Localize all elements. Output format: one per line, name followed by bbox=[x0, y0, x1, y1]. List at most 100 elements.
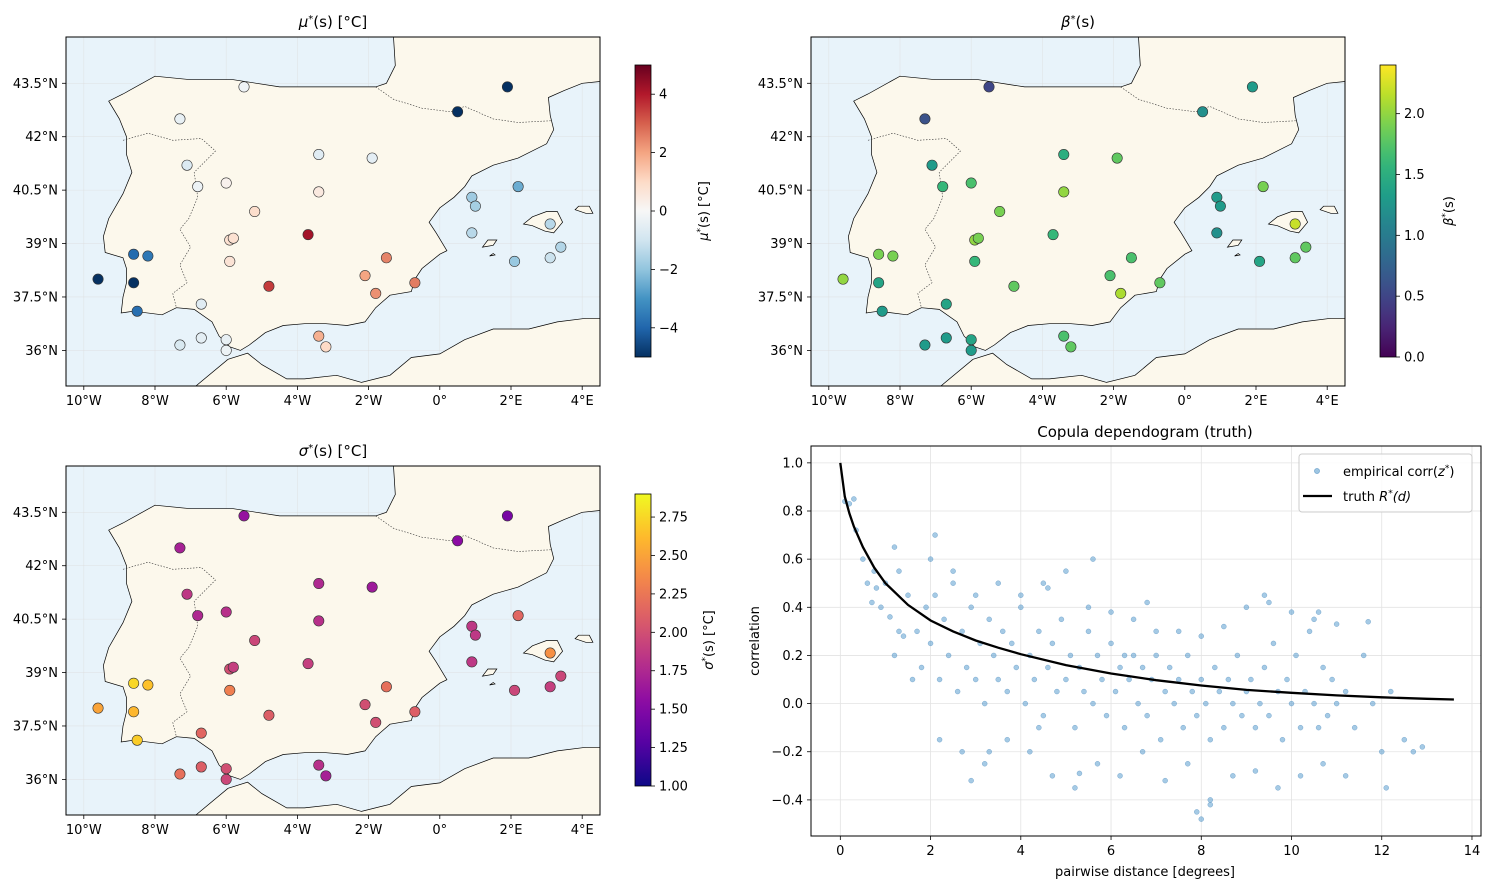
scatter-point bbox=[1230, 700, 1236, 707]
scatter-point bbox=[1383, 785, 1390, 791]
scatter-point bbox=[1329, 676, 1335, 683]
colorbar-label: σ*(s) [°C] bbox=[701, 610, 717, 670]
colorbar-tick-label: −4 bbox=[659, 321, 678, 336]
scatter-point bbox=[932, 532, 938, 538]
station-point bbox=[238, 510, 250, 522]
scatter-point bbox=[1261, 664, 1268, 671]
scatter-point bbox=[1194, 712, 1200, 719]
station-point bbox=[544, 252, 556, 264]
station-point bbox=[128, 706, 140, 718]
scatter-point bbox=[887, 614, 893, 620]
dependogram-title: Copula dependogram (truth) bbox=[1037, 423, 1252, 441]
station-point bbox=[409, 706, 421, 718]
land-island bbox=[481, 668, 498, 677]
station-point bbox=[972, 232, 984, 244]
scatter-point bbox=[1266, 712, 1272, 719]
scatter-point bbox=[905, 592, 911, 599]
station-point bbox=[174, 542, 186, 554]
scatter-point bbox=[1221, 724, 1227, 731]
station-point bbox=[837, 273, 849, 285]
colorbar-tick-label: 2.0 bbox=[1404, 107, 1425, 122]
scatter-point bbox=[1257, 700, 1263, 707]
scatter-point bbox=[1175, 628, 1182, 635]
scatter-point bbox=[1207, 736, 1214, 743]
colorbar-tick-label: 2.00 bbox=[659, 626, 688, 641]
station-point bbox=[1047, 229, 1059, 241]
scatter-point bbox=[1401, 736, 1408, 743]
colorbar-label-rest: (s) [°C] bbox=[697, 181, 712, 228]
scatter-point bbox=[1157, 736, 1164, 743]
station-point bbox=[965, 334, 977, 346]
ytick-label: −0.4 bbox=[771, 793, 803, 808]
station-point bbox=[238, 81, 250, 93]
station-point bbox=[249, 206, 261, 218]
scatter-point bbox=[869, 599, 875, 606]
scatter-point bbox=[1130, 652, 1137, 659]
scatter-point bbox=[1378, 748, 1385, 755]
station-point bbox=[1058, 186, 1070, 198]
station-point bbox=[224, 684, 236, 696]
land-island bbox=[574, 634, 594, 643]
panel-mu-map: μ*(s) [°C] 10°W 8°W 6°W 4°W 2°W 0° 2°E 4°E 36°N 3… bbox=[13, 13, 712, 409]
scatter-point bbox=[927, 640, 934, 647]
scatter-point bbox=[1279, 736, 1286, 743]
scatter-point bbox=[1022, 700, 1029, 707]
scatter-point bbox=[1333, 700, 1340, 707]
station-point bbox=[174, 113, 186, 125]
land-iberia bbox=[103, 466, 600, 780]
map-xtick-label: 2°W bbox=[355, 394, 383, 409]
station-point bbox=[195, 332, 207, 344]
scatter-point bbox=[936, 676, 943, 683]
legend-frame bbox=[1298, 453, 1473, 513]
colorbar-label-sup: * bbox=[701, 657, 711, 662]
station-point bbox=[509, 684, 521, 696]
station-point bbox=[969, 255, 981, 267]
station-point bbox=[983, 81, 995, 93]
scatter-point bbox=[1018, 592, 1024, 599]
scatter-point bbox=[1018, 604, 1024, 611]
scatter-point bbox=[1198, 676, 1205, 683]
scatter-point bbox=[1212, 664, 1218, 671]
scatter-point bbox=[981, 700, 988, 707]
colorbar-tick-label: 1.75 bbox=[659, 664, 688, 679]
station-point bbox=[873, 277, 885, 289]
scatter-point bbox=[1315, 609, 1322, 615]
scatter-point bbox=[1027, 748, 1033, 755]
scatter-point bbox=[1275, 785, 1281, 791]
map-xtick-label: 8°W bbox=[886, 394, 914, 409]
colorbar-label-symbol: μ bbox=[697, 233, 712, 242]
colorbar-bar bbox=[634, 493, 652, 787]
station-point bbox=[926, 159, 938, 171]
colorbar-label-rest: (s) [°C] bbox=[702, 610, 717, 657]
station-point bbox=[195, 761, 207, 773]
scatter-point bbox=[968, 777, 974, 784]
land-africa bbox=[169, 317, 600, 386]
land-island bbox=[1319, 205, 1339, 214]
colorbar-tick-label: 2.25 bbox=[659, 587, 688, 602]
map-xtick-label: 0° bbox=[432, 394, 447, 409]
map-ytick-label: 43.5°N bbox=[13, 77, 58, 92]
map-xtick-label: 6°W bbox=[212, 823, 240, 838]
scatter-point bbox=[1234, 652, 1241, 659]
station-point bbox=[220, 763, 232, 775]
scatter-point bbox=[1081, 688, 1087, 695]
scatter-point bbox=[950, 568, 956, 574]
scatter-point bbox=[1270, 640, 1277, 647]
station-point bbox=[1289, 218, 1301, 230]
station-point bbox=[370, 716, 382, 728]
plot-frame bbox=[810, 445, 1482, 837]
station-point bbox=[466, 227, 478, 239]
station-point bbox=[940, 298, 952, 310]
scatter-point bbox=[986, 616, 992, 623]
scatter-point bbox=[1342, 773, 1349, 779]
colorbar-tick-label: 0 bbox=[659, 205, 667, 220]
station-point bbox=[555, 241, 567, 253]
land-iberia bbox=[103, 37, 600, 351]
scatter-point bbox=[1216, 688, 1223, 695]
colorbar-tick-label: 0.0 bbox=[1404, 351, 1425, 366]
scatter-point bbox=[1076, 770, 1083, 777]
station-point bbox=[224, 255, 236, 267]
scatter-point bbox=[1072, 785, 1078, 791]
station-point bbox=[887, 250, 899, 262]
station-point bbox=[142, 250, 154, 262]
